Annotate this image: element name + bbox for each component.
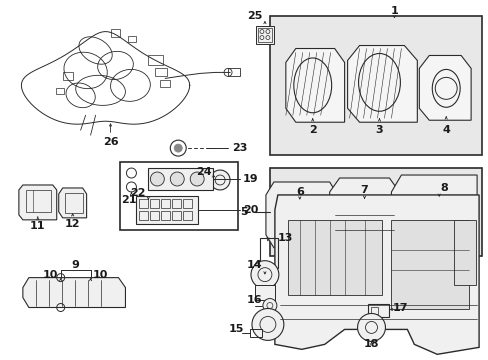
Bar [249, 329, 262, 337]
Text: 18: 18 [363, 339, 379, 349]
Text: 6: 6 [295, 187, 303, 197]
Circle shape [210, 170, 229, 190]
Text: 13: 13 [277, 233, 293, 243]
Text: 1: 1 [390, 6, 398, 15]
Bar [227, 68, 240, 76]
Text: 9: 9 [72, 260, 80, 270]
Polygon shape [265, 182, 337, 248]
Bar [136, 196, 198, 224]
Text: 16: 16 [246, 294, 262, 305]
Bar [155, 68, 167, 76]
Polygon shape [329, 178, 399, 250]
Bar [408, 198, 460, 238]
Polygon shape [23, 278, 125, 307]
Circle shape [250, 261, 278, 289]
Circle shape [251, 309, 283, 340]
Bar [269, 15, 481, 155]
Bar [172, 199, 181, 208]
Bar [26, 190, 51, 212]
Bar [367, 303, 388, 318]
Polygon shape [419, 55, 470, 120]
Text: 7: 7 [360, 185, 367, 195]
Bar [183, 211, 192, 220]
Circle shape [357, 314, 385, 341]
Circle shape [174, 144, 182, 152]
Bar [161, 211, 170, 220]
Bar [148, 168, 213, 190]
Text: 17: 17 [392, 302, 407, 312]
Bar [390, 220, 468, 310]
Text: 3: 3 [375, 125, 383, 135]
Bar [56, 88, 63, 94]
Text: 15: 15 [228, 324, 244, 334]
Polygon shape [390, 175, 476, 252]
Bar [287, 220, 382, 294]
Bar [453, 220, 475, 285]
Text: 10: 10 [43, 270, 59, 280]
Circle shape [190, 172, 203, 186]
Text: 26: 26 [102, 137, 118, 147]
Text: 22: 22 [130, 188, 145, 198]
Bar [370, 306, 378, 315]
Text: 4: 4 [441, 125, 449, 135]
Text: 11: 11 [30, 221, 45, 231]
Polygon shape [285, 49, 344, 122]
Bar [255, 26, 273, 44]
Bar [269, 168, 481, 256]
Bar [150, 211, 159, 220]
Bar [150, 199, 159, 208]
Circle shape [263, 298, 276, 312]
Bar [120, 162, 238, 230]
Bar [62, 72, 73, 80]
Text: 14: 14 [246, 260, 262, 270]
Bar [110, 28, 120, 37]
Text: 21: 21 [121, 195, 136, 205]
Bar [139, 211, 148, 220]
Bar [64, 193, 82, 213]
Bar [260, 238, 277, 268]
Text: 20: 20 [243, 205, 258, 215]
Bar [254, 285, 274, 300]
Text: 12: 12 [65, 219, 80, 229]
Text: 25: 25 [247, 11, 262, 21]
Bar [128, 36, 136, 41]
Circle shape [150, 172, 164, 186]
Bar [161, 199, 170, 208]
Circle shape [170, 172, 184, 186]
Text: 8: 8 [440, 183, 447, 193]
Text: 23: 23 [232, 143, 247, 153]
Polygon shape [19, 185, 57, 220]
Text: 5: 5 [240, 207, 247, 217]
Text: 19: 19 [243, 174, 258, 184]
Polygon shape [274, 195, 478, 354]
Polygon shape [59, 188, 86, 218]
Polygon shape [347, 45, 416, 122]
Bar [139, 199, 148, 208]
Text: 10: 10 [93, 270, 108, 280]
Text: 2: 2 [308, 125, 316, 135]
Bar [183, 199, 192, 208]
Bar [160, 80, 170, 87]
Text: 24: 24 [196, 167, 211, 177]
Bar [172, 211, 181, 220]
Bar [258, 28, 271, 41]
Bar [148, 55, 163, 66]
